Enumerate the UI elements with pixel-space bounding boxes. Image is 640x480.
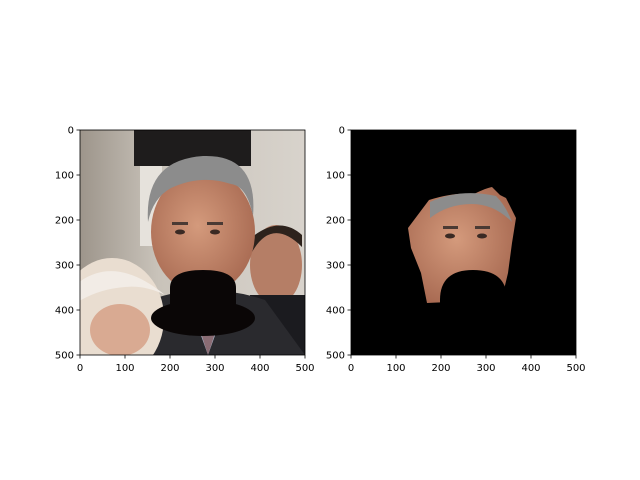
original-x-tick-label: 300 (205, 363, 224, 374)
original-y-tick-label: 0 (68, 126, 74, 137)
masked-x-axis: 0 100 200 300 400 500 (348, 355, 586, 374)
original-photo (80, 130, 305, 355)
original-y-tick-label: 300 (55, 261, 74, 272)
original-x-tick-label: 400 (250, 363, 269, 374)
original-x-tick-label: 100 (115, 363, 134, 374)
masked-y-axis: 0 100 200 300 400 500 (326, 126, 351, 362)
masked-y-tick-label: 100 (326, 171, 345, 182)
original-x-axis: 0 100 200 300 400 500 (77, 355, 315, 374)
original-x-tick-label: 500 (295, 363, 314, 374)
masked-x-tick-label: 200 (431, 363, 450, 374)
original-axes-frame (79, 129, 306, 356)
masked-axes-frame (350, 129, 577, 356)
masked-y-tick-label: 300 (326, 261, 345, 272)
masked-y-tick-label: 0 (339, 126, 345, 137)
masked-x-tick-label: 100 (386, 363, 405, 374)
original-y-axis: 0 100 200 300 400 500 (55, 126, 80, 362)
original-y-tick-label: 100 (55, 171, 74, 182)
masked-x-tick-label: 300 (476, 363, 495, 374)
masked-x-tick-label: 400 (521, 363, 540, 374)
masked-y-tick-label: 500 (326, 351, 345, 362)
masked-y-tick-label: 200 (326, 216, 345, 227)
original-y-tick-label: 500 (55, 351, 74, 362)
original-x-tick-label: 0 (77, 363, 83, 374)
original-x-tick-label: 200 (160, 363, 179, 374)
masked-x-tick-label: 0 (348, 363, 354, 374)
masked-y-tick-label: 400 (326, 306, 345, 317)
original-y-tick-label: 200 (55, 216, 74, 227)
original-y-tick-label: 400 (55, 306, 74, 317)
masked-hat-overlay (440, 270, 507, 323)
masked-image-panel: 0 100 200 300 400 500 0 100 200 300 400 500 (326, 126, 586, 375)
masked-photo (351, 130, 576, 355)
hat-overlay (151, 270, 255, 336)
original-image-panel: 0 100 200 300 400 500 0 100 200 300 400 500 (55, 126, 315, 375)
masked-x-tick-label: 500 (566, 363, 585, 374)
